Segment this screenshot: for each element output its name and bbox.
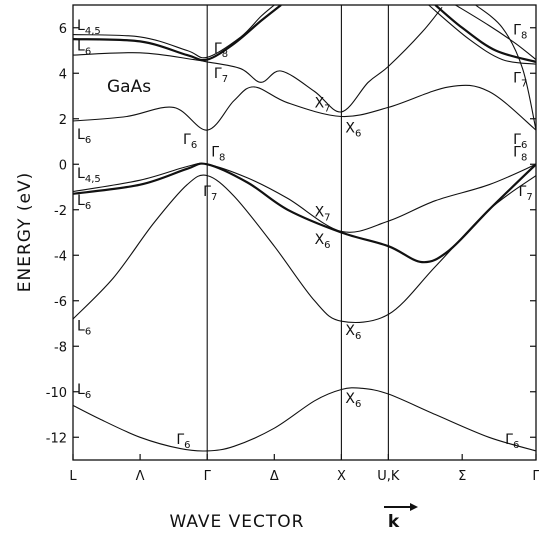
y-tick-label: -10 [46,386,67,401]
symmetry-point-label: Γ6 [183,132,197,151]
symmetry-point-label: Γ8 [211,144,225,163]
x-tick-label: Λ [136,469,145,484]
band-line-1 [73,387,536,452]
symmetry-point-label: L4,5 [77,166,101,185]
vector-arrow [384,503,418,511]
y-tick-label: 4 [59,67,67,82]
band-line-11 [455,5,536,61]
symmetry-point-label: L6 [77,382,91,401]
symmetry-point-lines [206,5,389,460]
symmetry-point-label: Γ7 [513,70,527,89]
symmetry-point-label: L6 [77,127,91,146]
y-tick-label: -8 [54,340,67,355]
y-axis-title: ENERGY (eV) [15,172,35,292]
symmetry-point-label: Γ7 [214,66,228,85]
x-tick-label: U,K [377,469,400,484]
y-tick-label: 0 [59,158,67,173]
symmetry-point-label: X6 [315,232,331,251]
symmetry-point-label: X6 [345,323,361,342]
x-axis-vector-symbol: k [388,512,400,532]
symmetry-point-label: Γ8 [513,23,527,42]
band-line-9 [434,5,536,63]
symmetry-point-label: Γ8 [214,41,228,60]
symmetry-point-label: Γ6 [505,432,519,451]
symmetry-point-label: L6 [77,193,91,212]
y-tick-label: -12 [46,431,67,446]
band-line-3 [73,162,536,264]
symmetry-point-label: L6 [77,318,91,337]
energy-bands [73,5,536,452]
y-tick-label: 2 [59,113,67,128]
symmetry-point-label: Γ7 [519,184,533,203]
band-line-7 [73,5,282,62]
y-tick-label: -2 [54,204,67,219]
band-line-5 [73,84,536,131]
symmetry-point-label: X7 [315,205,331,224]
y-tick-label: -4 [54,249,67,264]
x-tick-label: Σ [458,469,466,484]
band-line-10 [428,5,536,65]
band-line-12 [475,5,536,131]
x-tick-label: Γ [204,469,212,484]
symmetry-point-label: Γ7 [203,184,217,203]
x-tick-label: Γ [532,469,539,484]
x-axis-title: WAVE VECTOR [169,512,304,532]
band-line-8 [73,5,275,59]
band-line-4 [73,162,536,233]
x-tick-label: L [69,469,77,484]
x-tick-label: X [337,469,346,484]
band-line-2 [73,174,536,324]
symmetry-point-label: X6 [345,391,361,410]
x-axis-ticks: L Λ Γ Δ X U,K Σ Γ [69,454,539,484]
material-label: GaAs [107,77,151,97]
band-line-6 [73,6,443,113]
y-tick-label: -6 [54,295,67,310]
plot-frame [72,4,537,461]
x-tick-label: Δ [270,469,279,484]
y-tick-label: 6 [59,22,67,37]
symmetry-point-label: X6 [345,120,361,139]
